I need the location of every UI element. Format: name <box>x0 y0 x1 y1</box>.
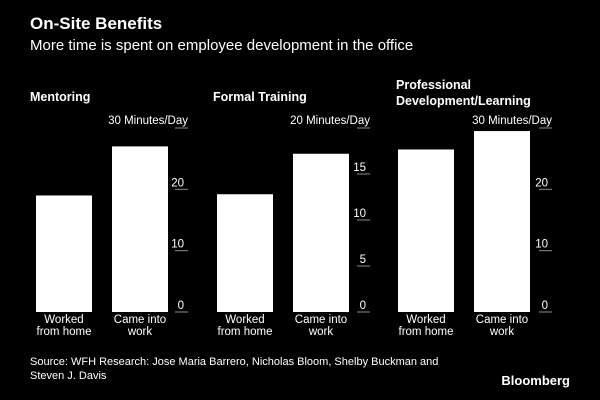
panel-title-professional-development: Professional Development/Learning <box>396 77 531 109</box>
y-tick-label: 15 <box>353 162 366 174</box>
bar <box>36 195 92 312</box>
category-label: from home <box>218 326 273 338</box>
category-label: Worked <box>225 314 264 326</box>
bar <box>398 149 454 312</box>
source-line: Source: WFH Research: Jose Maria Barrero… <box>30 356 439 368</box>
category-label: Worked <box>406 314 445 326</box>
source-note: Source: WFH Research: Jose Maria Barrero… <box>30 355 480 383</box>
y-tick-label: 30 Minutes/Day <box>472 115 552 127</box>
chart-title: On-Site Benefits <box>30 14 163 33</box>
bar <box>474 131 530 312</box>
y-tick-label: 0 <box>542 300 548 312</box>
y-tick-label: 20 Minutes/Day <box>290 115 370 127</box>
bloomberg-logo: Bloomberg <box>501 373 570 388</box>
panel-title-mentoring: Mentoring <box>30 89 90 105</box>
category-label: Worked <box>44 314 83 326</box>
y-tick-label: 30 Minutes/Day <box>108 115 188 127</box>
y-tick-label: 5 <box>360 254 366 266</box>
panel-title-formal-training: Formal Training <box>213 89 307 105</box>
category-label: Came into <box>476 314 528 326</box>
y-tick-label: 20 <box>535 177 548 189</box>
category-label: work <box>308 326 334 338</box>
category-label: Came into <box>114 314 166 326</box>
bar <box>293 153 349 312</box>
y-tick-label: 10 <box>353 208 366 220</box>
panel-title-line: Formal Training <box>213 90 307 104</box>
source-line: Steven J. Davis <box>30 370 107 382</box>
category-label: work <box>489 326 515 338</box>
category-label: work <box>127 326 153 338</box>
category-label: from home <box>399 326 454 338</box>
panel-title-line: Professional <box>396 78 472 92</box>
y-tick-label: 0 <box>360 300 366 312</box>
panel-title-line: Mentoring <box>30 90 91 104</box>
y-tick-label: 20 <box>171 177 184 189</box>
chart-subtitle: More time is spent on employee developme… <box>30 37 414 54</box>
bar <box>217 194 273 312</box>
category-label: Came into <box>295 314 347 326</box>
panel-title-line: Development/Learning <box>396 94 531 108</box>
y-tick-label: 10 <box>535 239 548 251</box>
bar <box>112 146 168 312</box>
category-label: from home <box>37 326 92 338</box>
y-tick-label: 10 <box>171 239 184 251</box>
y-tick-label: 0 <box>178 300 184 312</box>
